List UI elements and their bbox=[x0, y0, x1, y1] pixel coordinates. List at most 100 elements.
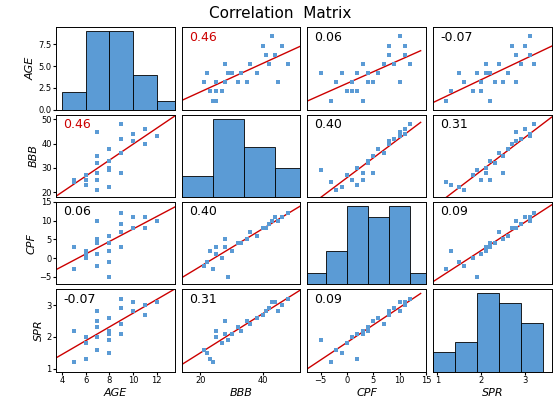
Point bbox=[252, 70, 261, 76]
Point bbox=[473, 70, 482, 76]
Point bbox=[481, 169, 490, 176]
Point bbox=[342, 88, 351, 95]
Point bbox=[129, 225, 138, 231]
Point bbox=[446, 88, 455, 95]
Text: 0.09: 0.09 bbox=[440, 205, 468, 218]
Point bbox=[477, 251, 486, 258]
Point bbox=[218, 340, 227, 346]
Point bbox=[227, 70, 236, 76]
Point bbox=[332, 346, 341, 353]
Point bbox=[81, 255, 90, 262]
Point bbox=[105, 315, 114, 321]
Point bbox=[405, 121, 414, 128]
Point bbox=[116, 305, 125, 312]
Point bbox=[490, 240, 499, 247]
Y-axis label: SPR: SPR bbox=[34, 320, 44, 341]
Point bbox=[316, 70, 325, 76]
Point bbox=[81, 356, 90, 362]
Point bbox=[202, 259, 211, 265]
Point bbox=[400, 126, 409, 133]
Point bbox=[212, 251, 221, 258]
Point bbox=[326, 179, 335, 186]
Point bbox=[105, 167, 114, 174]
Point bbox=[353, 330, 362, 337]
Point bbox=[486, 158, 494, 164]
Point bbox=[218, 88, 227, 95]
Y-axis label: BBB: BBB bbox=[29, 144, 39, 167]
Text: 0.46: 0.46 bbox=[189, 31, 217, 44]
Point bbox=[129, 131, 138, 137]
Point bbox=[459, 262, 468, 269]
Point bbox=[202, 70, 211, 76]
Point bbox=[332, 186, 341, 193]
Point bbox=[499, 152, 508, 159]
Point bbox=[212, 327, 221, 334]
Point bbox=[348, 177, 357, 184]
Point bbox=[271, 299, 280, 305]
Point bbox=[116, 121, 125, 128]
Point bbox=[262, 308, 270, 315]
Point bbox=[348, 88, 357, 95]
Point bbox=[525, 214, 534, 220]
Point bbox=[212, 333, 221, 340]
Point bbox=[105, 337, 114, 344]
Text: 0.40: 0.40 bbox=[189, 205, 217, 218]
Point bbox=[481, 247, 490, 254]
Point bbox=[236, 240, 245, 247]
Point bbox=[358, 330, 367, 337]
Point bbox=[326, 359, 335, 365]
Point bbox=[212, 244, 221, 250]
Point bbox=[512, 225, 521, 231]
Point bbox=[400, 302, 409, 309]
Point bbox=[93, 318, 102, 324]
Point bbox=[530, 210, 539, 217]
Point bbox=[105, 158, 114, 164]
Point bbox=[385, 51, 394, 58]
Point bbox=[379, 150, 388, 157]
Point bbox=[332, 79, 341, 86]
Point bbox=[221, 60, 230, 67]
Point bbox=[490, 79, 499, 86]
Bar bbox=[389, 206, 410, 284]
Point bbox=[358, 177, 367, 184]
Bar bbox=[244, 147, 276, 197]
Point bbox=[105, 145, 114, 152]
Point bbox=[93, 346, 102, 353]
Point bbox=[69, 327, 78, 334]
Point bbox=[442, 266, 451, 273]
Point bbox=[212, 79, 221, 86]
Point bbox=[274, 308, 283, 315]
Point bbox=[363, 158, 372, 164]
Point bbox=[105, 349, 114, 356]
Point bbox=[199, 346, 208, 353]
Point bbox=[262, 51, 270, 58]
Text: 0.31: 0.31 bbox=[440, 118, 468, 131]
Point bbox=[494, 150, 503, 157]
Point bbox=[507, 225, 516, 231]
Point bbox=[262, 225, 270, 231]
Point bbox=[93, 169, 102, 176]
Point bbox=[503, 70, 512, 76]
Point bbox=[503, 145, 512, 152]
Point bbox=[490, 160, 499, 166]
Point bbox=[481, 165, 490, 171]
Point bbox=[405, 60, 414, 67]
Point bbox=[81, 172, 90, 178]
Point bbox=[395, 128, 404, 135]
Point bbox=[152, 217, 161, 224]
Point bbox=[212, 333, 221, 340]
Point bbox=[316, 337, 325, 344]
Point bbox=[93, 236, 102, 243]
Point bbox=[274, 79, 283, 86]
X-axis label: BBB: BBB bbox=[230, 388, 253, 398]
Point bbox=[227, 247, 236, 254]
Point bbox=[252, 232, 261, 239]
Text: 0.09: 0.09 bbox=[315, 293, 342, 306]
Point bbox=[468, 88, 477, 95]
Point bbox=[116, 221, 125, 228]
Point bbox=[236, 70, 245, 76]
Point bbox=[208, 359, 217, 365]
Point bbox=[395, 33, 404, 40]
Point bbox=[516, 221, 525, 228]
Point bbox=[363, 327, 372, 334]
